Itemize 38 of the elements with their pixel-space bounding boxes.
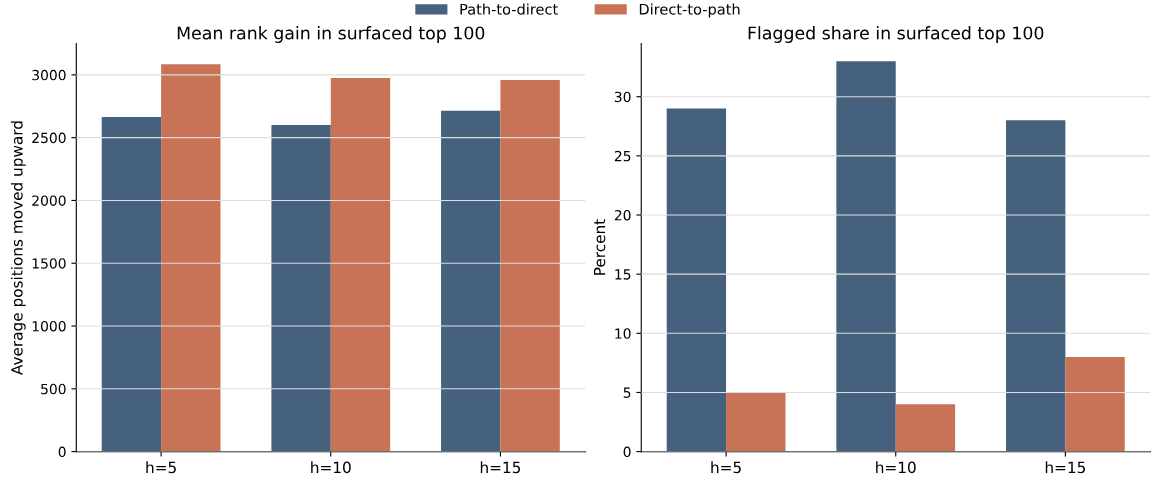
y-axis-title: Percent <box>593 219 606 275</box>
bar <box>330 78 391 452</box>
bar <box>726 392 786 452</box>
bar <box>500 79 560 452</box>
bar <box>1006 120 1066 452</box>
y-tick-label: 5 <box>623 387 631 398</box>
y-tick-label: 3000 <box>32 69 66 81</box>
y-tick-label: 20 <box>614 209 631 221</box>
x-tick-label: h=5 <box>711 461 741 474</box>
x-tick-label: h=5 <box>146 461 176 474</box>
y-tick-label: 30 <box>614 91 631 103</box>
y-axis-title: Average positions moved upward <box>10 121 26 375</box>
x-tick-label: h=10 <box>311 461 351 474</box>
y-tick-label: 2000 <box>32 195 66 206</box>
bar <box>161 64 221 452</box>
bar <box>666 108 727 452</box>
y-tick-label: 0 <box>58 446 66 458</box>
bar <box>101 116 162 452</box>
x-tick-label: h=15 <box>1045 461 1086 474</box>
chart-title: Flagged share in surfaced top 100 <box>748 26 1044 43</box>
chart-title: Mean rank gain in surfaced top 100 <box>177 26 485 43</box>
y-tick-label: 10 <box>615 328 631 339</box>
bar <box>836 61 896 452</box>
x-tick-label: h=15 <box>480 461 521 474</box>
y-tick-label: 2500 <box>32 132 66 144</box>
y-tick-label: 500 <box>41 383 66 395</box>
bar <box>441 110 501 452</box>
y-tick-label: 0 <box>623 446 631 458</box>
y-tick-label: 1500 <box>32 258 66 269</box>
bar <box>1065 356 1125 452</box>
bar <box>895 404 956 452</box>
bar <box>271 125 331 452</box>
y-tick-label: 25 <box>614 150 631 162</box>
y-tick-label: 15 <box>615 269 631 280</box>
legend-label: Path-to-direct <box>460 3 558 15</box>
x-tick-label: h=10 <box>876 461 916 474</box>
legend-label: Direct-to-path <box>639 3 740 18</box>
y-tick-label: 1000 <box>32 320 66 332</box>
